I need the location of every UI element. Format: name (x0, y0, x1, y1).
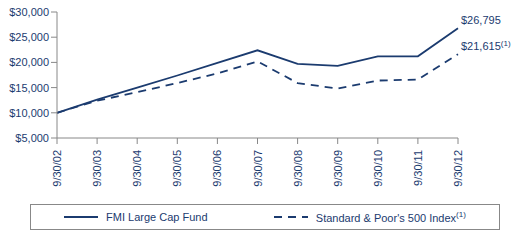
svg-text:$10,000: $10,000 (9, 107, 49, 119)
svg-text:$30,000: $30,000 (9, 6, 49, 18)
svg-text:$5,000: $5,000 (15, 132, 49, 144)
svg-text:$25,000: $25,000 (9, 31, 49, 43)
svg-text:$26,795: $26,795 (461, 14, 501, 26)
svg-text:9/30/09: 9/30/09 (332, 150, 344, 187)
svg-text:9/30/03: 9/30/03 (91, 150, 103, 187)
svg-text:9/30/06: 9/30/06 (211, 150, 223, 187)
svg-text:9/30/07: 9/30/07 (252, 150, 264, 187)
html-text:Standard & Poor's 500 Index(1): Standard & Poor's 500 Index(1) (315, 210, 466, 224)
svg-text:9/30/02: 9/30/02 (51, 150, 63, 187)
svg-text:$15,000: $15,000 (9, 82, 49, 94)
html-text:FMI Large Cap Fund: FMI Large Cap Fund (106, 211, 208, 223)
svg-text:$20,000: $20,000 (9, 56, 49, 68)
svg-text:9/30/10: 9/30/10 (372, 150, 384, 187)
svg-text:9/30/08: 9/30/08 (292, 150, 304, 187)
svg-text:9/30/12: 9/30/12 (452, 150, 464, 187)
svg-text:9/30/11: 9/30/11 (412, 150, 424, 186)
svg-text:$21,615(1): $21,615(1) (461, 39, 511, 52)
svg-text:9/30/04: 9/30/04 (131, 150, 143, 187)
svg-text:9/30/05: 9/30/05 (171, 150, 183, 187)
